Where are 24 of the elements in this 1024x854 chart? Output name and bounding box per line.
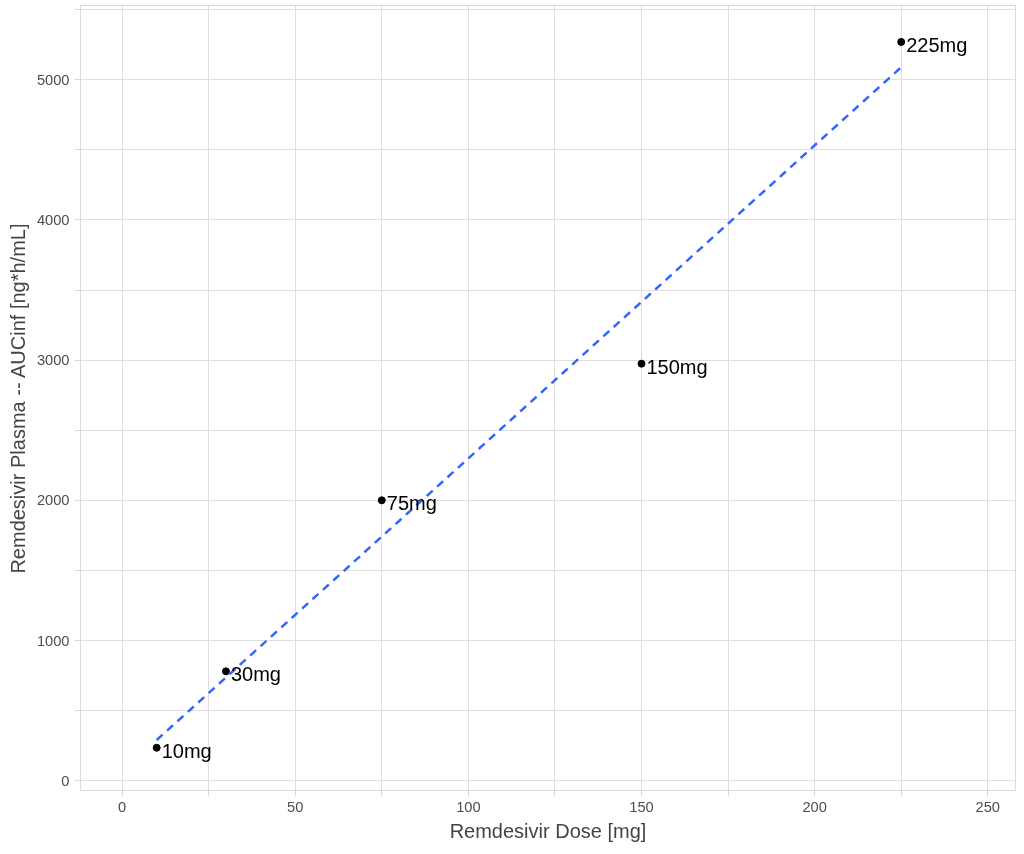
annotation: 10mg (161, 739, 212, 762)
x-axis-title: Remdesivir Dose [mg] (449, 819, 647, 842)
x-tick-label: 250 (975, 798, 1001, 815)
annotation: 150mg (646, 355, 708, 378)
point (152, 743, 161, 752)
annotation: 225mg (906, 33, 968, 56)
y-tick-label: 5000 (36, 71, 70, 88)
point (637, 359, 646, 368)
y-tick-label: 2000 (36, 492, 70, 509)
x-tick-label: 100 (456, 798, 481, 815)
point (377, 496, 386, 505)
annotation: 30mg (230, 663, 281, 686)
x-tick-label: 150 (629, 798, 654, 815)
y-tick-label: 1000 (36, 632, 70, 649)
y-axis-title: Remdesivir Plasma -- AUCinf [ng*h/mL] (6, 223, 29, 574)
x-tick-label: 0 (117, 798, 127, 815)
point (897, 37, 906, 46)
x-tick-label: 50 (287, 798, 304, 815)
x-tick-label: 200 (802, 798, 827, 815)
y-tick-label: 3000 (36, 352, 70, 369)
annotation: 75mg (386, 492, 437, 515)
y-tick-label: 0 (61, 772, 70, 789)
y-tick-label: 4000 (36, 211, 70, 228)
point (221, 667, 230, 676)
